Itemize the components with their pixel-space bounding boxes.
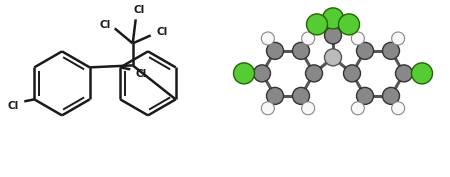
Text: Cl: Cl [135, 69, 147, 79]
Circle shape [324, 27, 342, 44]
Circle shape [351, 32, 364, 45]
Text: alamy - E55G4H: alamy - E55G4H [183, 162, 267, 172]
Circle shape [382, 42, 400, 59]
Circle shape [411, 63, 432, 84]
Circle shape [306, 14, 328, 35]
Circle shape [266, 42, 284, 59]
Circle shape [266, 87, 284, 104]
Circle shape [234, 63, 255, 84]
Circle shape [261, 102, 274, 115]
Circle shape [261, 32, 274, 45]
Circle shape [343, 65, 360, 82]
Circle shape [382, 87, 400, 104]
Circle shape [356, 42, 374, 59]
Circle shape [306, 65, 323, 82]
Circle shape [356, 87, 374, 104]
Circle shape [392, 32, 405, 45]
Text: Cl: Cl [8, 101, 19, 111]
Circle shape [392, 102, 405, 115]
Circle shape [351, 102, 364, 115]
Circle shape [323, 8, 343, 29]
Circle shape [302, 32, 315, 45]
Text: Cl: Cl [99, 20, 110, 30]
Circle shape [396, 65, 413, 82]
Circle shape [324, 49, 342, 66]
Circle shape [338, 14, 360, 35]
Circle shape [292, 42, 310, 59]
Circle shape [253, 65, 270, 82]
Text: Cl: Cl [133, 5, 144, 15]
Circle shape [302, 102, 315, 115]
Text: Cl: Cl [156, 27, 167, 37]
Circle shape [292, 87, 310, 104]
